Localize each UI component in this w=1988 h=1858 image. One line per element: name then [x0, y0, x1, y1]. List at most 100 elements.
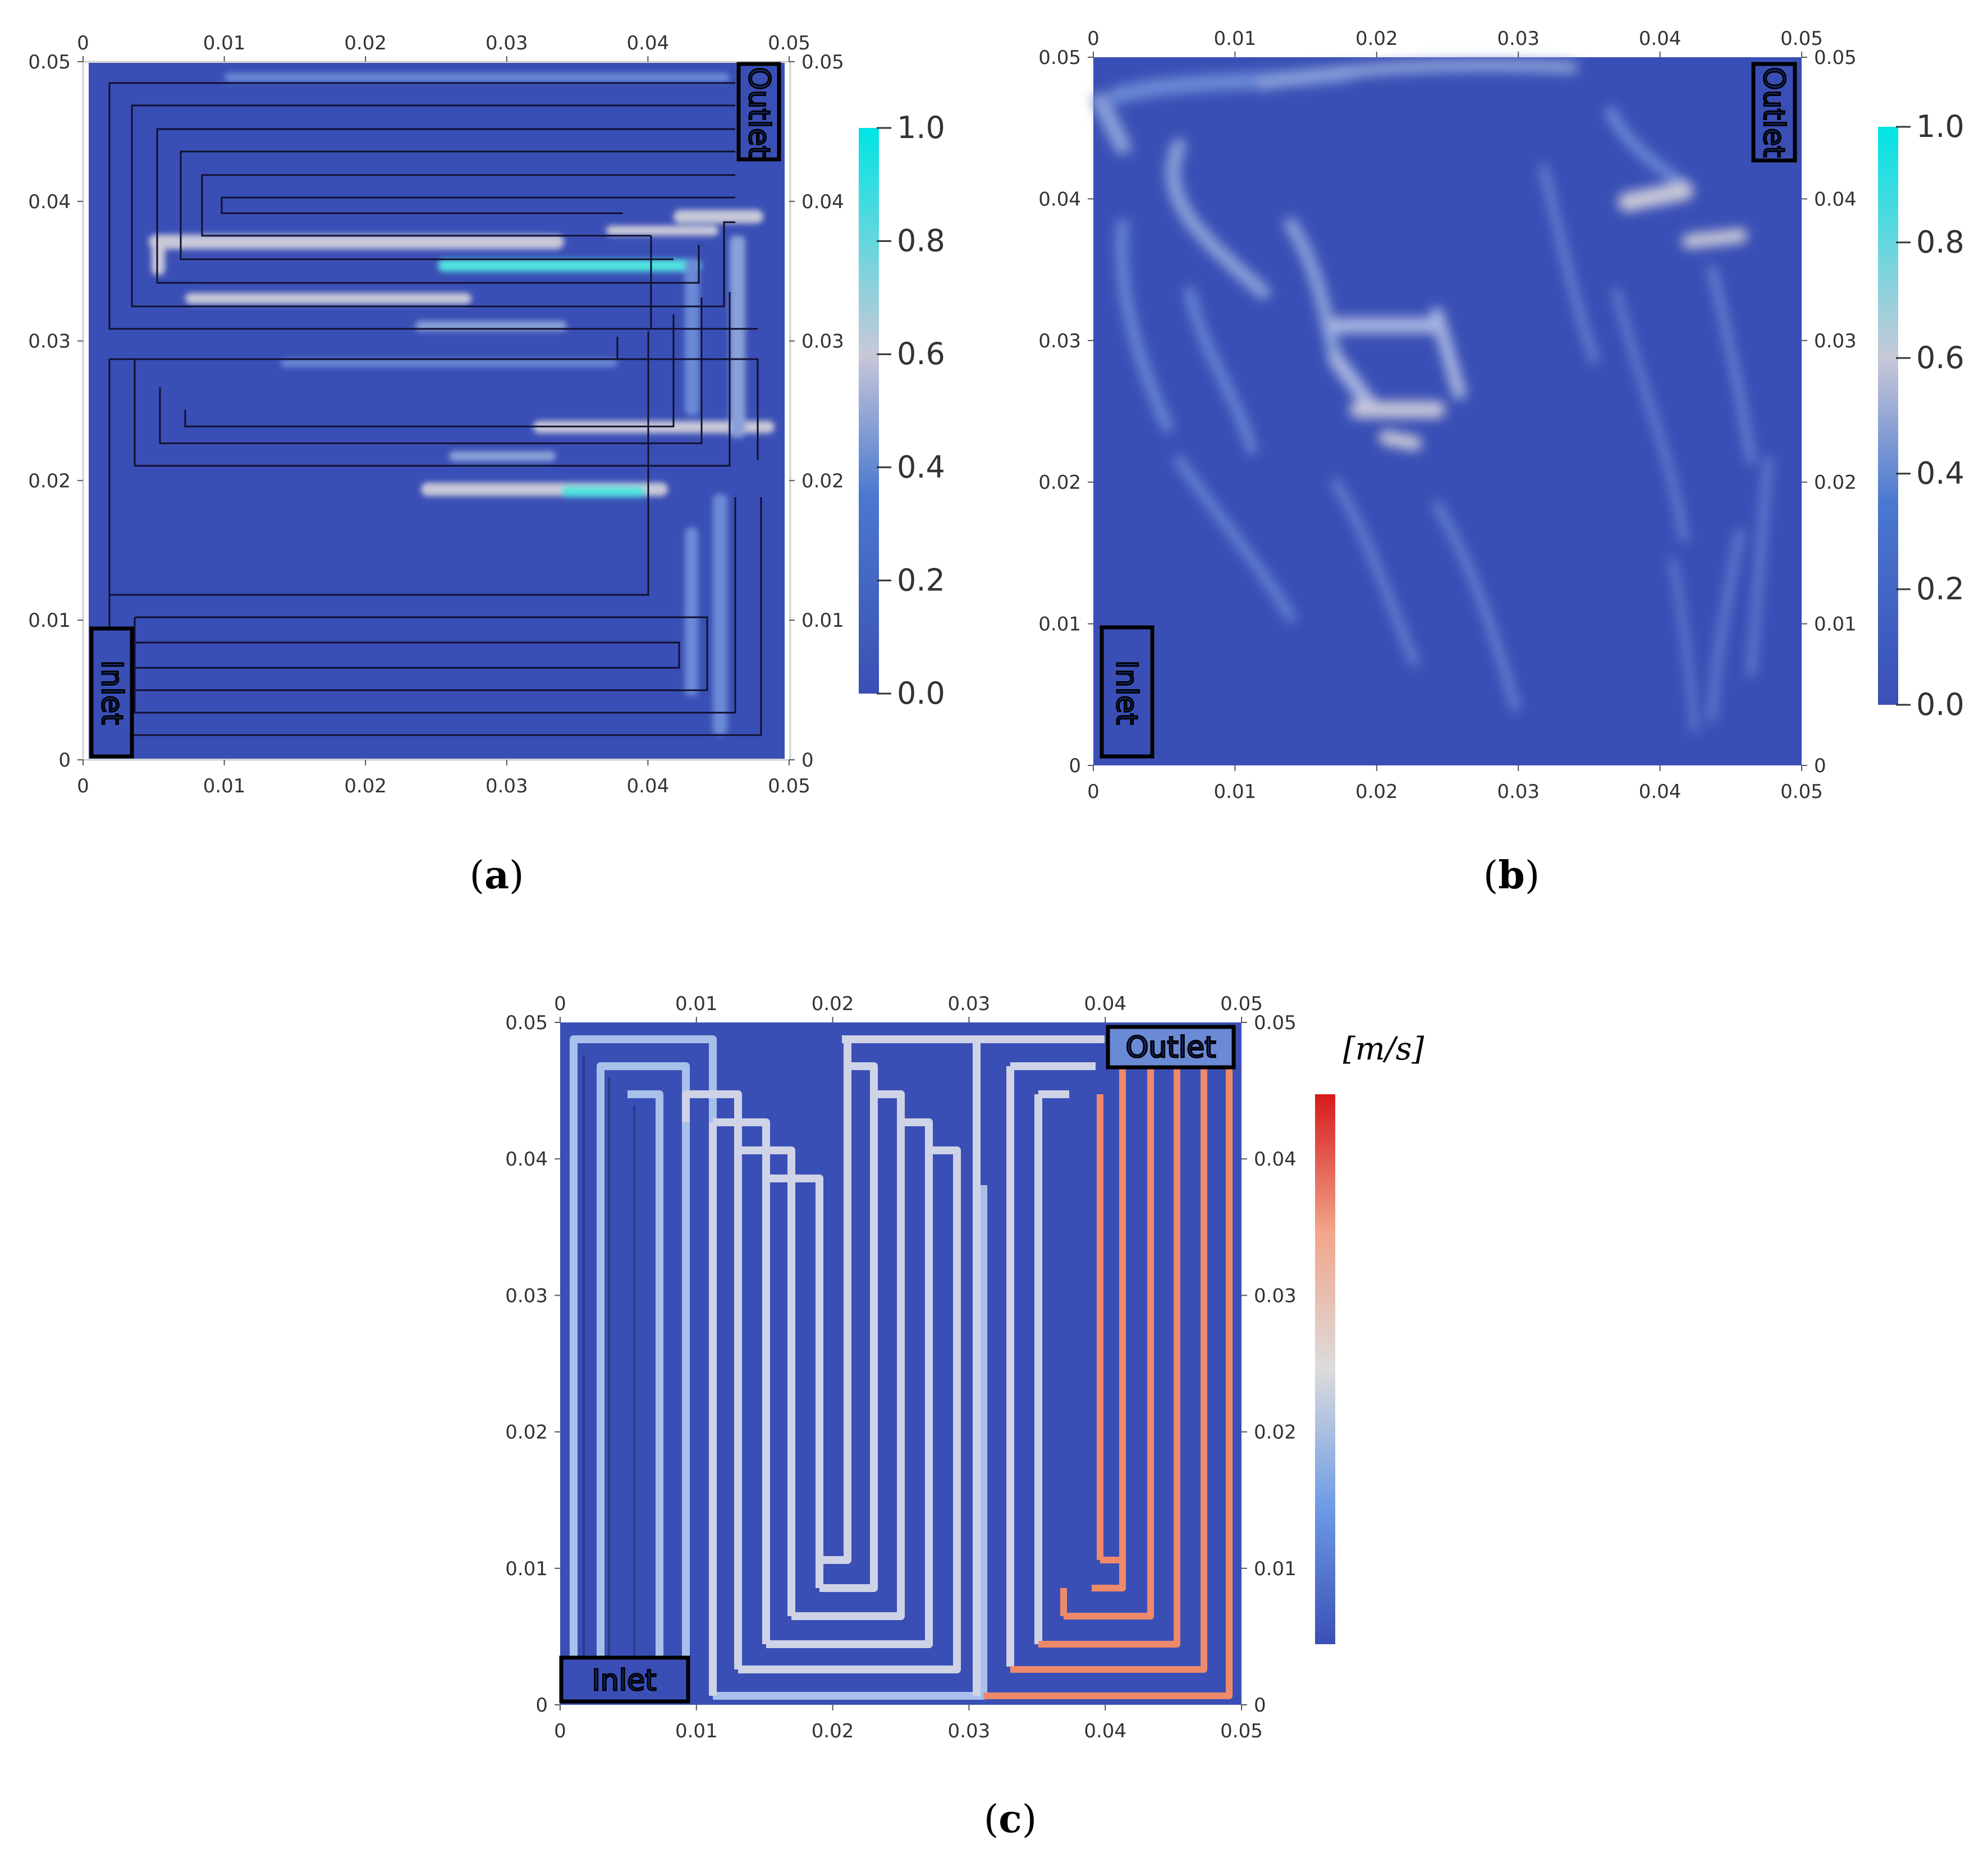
panel-b-y-tick-left: 0.04	[1038, 188, 1081, 210]
panel-c-colorbar-unit: [m/s]	[1343, 1031, 1424, 1067]
panel-b-field	[1093, 57, 1802, 765]
panel-a-y-tick-left: 0.03	[28, 331, 71, 353]
panel-a-x-tick-bottom: 0	[77, 775, 89, 797]
panel-c-y-tick-left: 0	[535, 1694, 548, 1717]
panel-c-y-tick-right: 0.02	[1254, 1421, 1297, 1444]
panel-c-inlet-label: Inlet	[592, 1664, 656, 1698]
panel-c-y-tick-left: 0.04	[505, 1148, 548, 1171]
panel-a-x-tick-bottom: 0.04	[627, 775, 670, 797]
panel-a-y-tick-left: 0.04	[28, 191, 71, 213]
panel-c-inlet-box	[559, 1655, 690, 1704]
panel-a-y-tick-right: 0	[801, 749, 814, 772]
panel-c-x-tick-top: 0.05	[1220, 993, 1263, 1015]
panel-b-colorbar	[1878, 127, 1898, 705]
panel-c-x-tick-top: 0.04	[1084, 993, 1126, 1015]
panel-b-y-tick-right: 0.01	[1814, 613, 1857, 636]
panel-b-x-tick-bottom: 0	[1087, 781, 1100, 803]
panel-b-x-tick-top: 0.01	[1214, 27, 1257, 50]
panel-b-inlet-label: Inlet	[1110, 660, 1143, 724]
panel-b-outlet-box	[1751, 62, 1797, 163]
panel-b-y-tick-left: 0.02	[1038, 471, 1081, 494]
panel-c-axes: 000.010.010.020.020.030.030.040.040.050.…	[505, 993, 1296, 1742]
panel-b-colorbar-tick-label: 0.6	[1916, 340, 1964, 375]
panel-c-y-tick-right: 0.04	[1254, 1148, 1297, 1171]
panel-c-outlet-label: Outlet	[1125, 1031, 1216, 1065]
panel-c-outlet-box	[1106, 1025, 1236, 1070]
panel-a-x-tick-top: 0.04	[627, 32, 670, 54]
panel-a: Outlet Inlet 000.010.010.020.020.030.030…	[28, 32, 945, 898]
panel-b-colorbar-tick-label: 0.4	[1916, 456, 1964, 491]
panel-c-y-tick-left: 0.03	[505, 1284, 548, 1307]
panel-b-colorbar-tick-label: 0.0	[1916, 687, 1964, 722]
panel-a-y-tick-left: 0.05	[28, 51, 71, 74]
panel-b-x-tick-top: 0.05	[1780, 27, 1823, 50]
panel-b-caption: (b)	[1483, 853, 1540, 898]
panel-c-x-tick-top: 0	[554, 993, 566, 1015]
panel-a-y-tick-right: 0.01	[801, 609, 844, 632]
panel-b-x-tick-bottom: 0.05	[1780, 781, 1823, 803]
panel-b-axes: 000.010.010.020.020.030.030.040.040.050.…	[1038, 27, 1856, 803]
panel-a-outlet-label: Outlet	[742, 67, 776, 157]
panel-c-colorbar	[1315, 1094, 1335, 1644]
panel-b-x-tick-bottom: 0.03	[1497, 781, 1540, 803]
panel-b-y-tick-right: 0	[1814, 755, 1826, 777]
panel-a-outlet-box	[736, 62, 781, 162]
panel-a-x-tick-top: 0.03	[485, 32, 528, 54]
panel-c-x-tick-bottom: 0	[554, 1720, 566, 1742]
panel-a-caption: (a)	[469, 853, 524, 898]
panel-a-colorbar-tick-label: 0.4	[897, 449, 945, 485]
panel-c-channels-high	[983, 1066, 1233, 1699]
panel-a-x-tick-top: 0.02	[344, 32, 387, 54]
panel-a-colorbar-tick-label: 0.8	[897, 223, 945, 259]
panel-a-colorbar-ticks: 0.0 0.2 0.4 0.6 0.8 1.0	[877, 110, 945, 711]
panel-c-x-tick-top: 0.02	[812, 993, 854, 1015]
panel-b-colorbar-ticks: 0.0 0.2 0.4 0.6 0.8 1.0	[1896, 109, 1964, 722]
panel-b-colorbar-tick-label: 0.2	[1916, 571, 1964, 607]
panel-c-x-tick-bottom: 0.05	[1220, 1720, 1263, 1742]
panel-a-x-tick-bottom: 0.01	[203, 775, 246, 797]
panel-c: Outlet Inlet 000.010.010.020.020.030.030…	[505, 993, 1424, 1842]
panel-b-y-tick-right: 0.02	[1814, 471, 1857, 494]
panel-c-y-tick-right: 0	[1254, 1694, 1266, 1717]
panel-b-y-tick-right: 0.05	[1814, 47, 1857, 69]
panel-b-x-tick-top: 0.04	[1639, 27, 1682, 50]
panel-a-y-tick-left: 0.01	[28, 609, 71, 632]
panel-a-field	[89, 63, 785, 759]
panel-b-x-tick-bottom: 0.02	[1355, 781, 1398, 803]
panel-b-x-tick-top: 0.02	[1355, 27, 1398, 50]
panel-c-y-tick-left: 0.02	[505, 1421, 548, 1444]
panel-b-y-tick-left: 0.05	[1038, 47, 1081, 69]
panel-c-x-tick-bottom: 0.01	[675, 1720, 718, 1742]
panel-c-x-tick-top: 0.01	[675, 993, 718, 1015]
panel-c-y-tick-left: 0.01	[505, 1558, 548, 1580]
panel-b-outlet-label: Outlet	[1757, 67, 1790, 157]
panel-b-x-tick-bottom: 0.01	[1214, 781, 1257, 803]
panel-a-x-tick-bottom: 0.05	[768, 775, 810, 797]
panel-c-x-tick-bottom: 0.04	[1084, 1720, 1126, 1742]
panel-a-inlet-label: Inlet	[95, 660, 129, 724]
panel-a-x-tick-top: 0.05	[768, 32, 810, 54]
panel-a-x-tick-top: 0	[77, 32, 89, 54]
panel-b-colorbar-tick-label: 0.8	[1916, 224, 1964, 260]
panel-b-y-tick-right: 0.04	[1814, 188, 1857, 210]
panel-a-x-tick-top: 0.01	[203, 32, 246, 54]
panel-b-x-tick-bottom: 0.04	[1639, 781, 1682, 803]
panel-a-x-tick-bottom: 0.02	[344, 775, 387, 797]
panel-b-x-tick-top: 0	[1087, 27, 1100, 50]
panel-a-y-tick-right: 0.05	[801, 51, 844, 74]
panel-a-y-tick-right: 0.02	[801, 470, 844, 492]
panel-a-colorbar	[859, 128, 879, 694]
panel-b-y-tick-left: 0.03	[1038, 330, 1081, 352]
panel-b-y-tick-left: 0.01	[1038, 613, 1081, 636]
panel-b-y-tick-right: 0.03	[1814, 330, 1857, 352]
panel-a-y-tick-right: 0.03	[801, 331, 844, 353]
panel-c-x-tick-top: 0.03	[948, 993, 991, 1015]
panel-a-colorbar-tick-label: 1.0	[897, 110, 945, 145]
panel-c-x-tick-bottom: 0.02	[812, 1720, 854, 1742]
panel-b-y-tick-left: 0	[1069, 755, 1081, 777]
panel-b-wisps	[1092, 59, 1771, 732]
panel-a-x-tick-bottom: 0.03	[485, 775, 528, 797]
panel-b-colorbar-tick-label: 1.0	[1916, 109, 1964, 144]
panel-a-y-tick-left: 0	[58, 749, 71, 772]
